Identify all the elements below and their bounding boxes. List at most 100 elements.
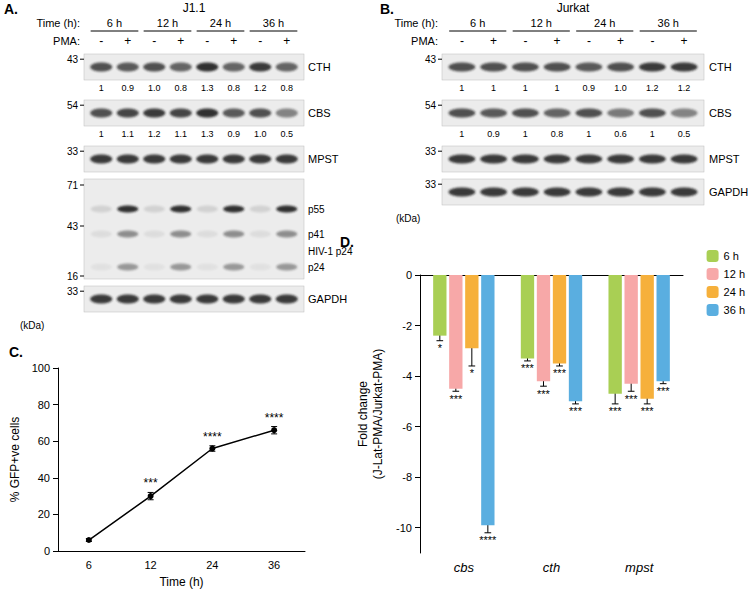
svg-text:1.2: 1.2 (148, 129, 161, 139)
svg-text:***: *** (569, 405, 583, 417)
svg-text:40: 40 (38, 472, 50, 484)
svg-text:20: 20 (38, 508, 50, 520)
svg-text:0.9: 0.9 (583, 83, 596, 93)
svg-text:B.: B. (380, 1, 394, 17)
svg-text:36 h: 36 h (724, 304, 745, 316)
svg-text:12 h: 12 h (157, 17, 178, 29)
svg-text:1.2: 1.2 (254, 83, 267, 93)
svg-text:54: 54 (425, 100, 437, 111)
svg-text:0.8: 0.8 (227, 83, 240, 93)
svg-text:-4: -4 (402, 370, 412, 382)
svg-text:12 h: 12 h (531, 17, 552, 29)
svg-text:1.0: 1.0 (148, 83, 161, 93)
svg-text:1: 1 (459, 83, 464, 93)
svg-text:16: 16 (67, 271, 79, 282)
svg-text:0: 0 (406, 269, 412, 281)
svg-text:24: 24 (206, 559, 218, 571)
svg-text:p24: p24 (308, 262, 325, 273)
svg-text:36: 36 (268, 559, 280, 571)
svg-text:Time (h): Time (h) (159, 575, 203, 589)
svg-text:36 h: 36 h (263, 17, 284, 29)
svg-text:***: *** (449, 393, 463, 405)
svg-text:(kDa): (kDa) (396, 213, 420, 224)
svg-text:1.2: 1.2 (678, 83, 691, 93)
svg-text:Time (h):: Time (h): (36, 17, 80, 29)
svg-text:80: 80 (38, 399, 50, 411)
svg-text:p55: p55 (308, 204, 325, 215)
svg-text:***: *** (521, 362, 535, 374)
svg-text:*: * (438, 342, 443, 354)
svg-text:0.8: 0.8 (174, 83, 187, 93)
svg-text:CBS: CBS (308, 107, 331, 119)
svg-text:-: - (460, 34, 464, 48)
svg-text:-: - (152, 34, 156, 48)
svg-text:1: 1 (523, 129, 528, 139)
svg-text:***: *** (657, 385, 671, 397)
svg-text:1: 1 (523, 83, 528, 93)
svg-text:0.9: 0.9 (487, 129, 500, 139)
svg-text:6: 6 (86, 559, 92, 571)
svg-text:1.1: 1.1 (121, 129, 134, 139)
svg-text:33: 33 (67, 286, 79, 297)
svg-text:CTH: CTH (308, 61, 331, 73)
svg-text:1.3: 1.3 (201, 83, 214, 93)
svg-text:CTH: CTH (709, 61, 732, 73)
svg-text:6 h: 6 h (107, 17, 122, 29)
svg-text:PMA:: PMA: (411, 35, 438, 47)
svg-text:GAPDH: GAPDH (709, 186, 748, 198)
svg-text:J1.1: J1.1 (183, 1, 206, 15)
svg-text:-: - (99, 34, 103, 48)
svg-text:1.2: 1.2 (646, 83, 659, 93)
svg-text:43: 43 (67, 221, 79, 232)
svg-text:1: 1 (99, 83, 104, 93)
svg-text:0: 0 (44, 545, 50, 557)
svg-text:Jurkat: Jurkat (557, 1, 590, 15)
svg-text:24 h: 24 h (724, 286, 745, 298)
svg-text:MPST: MPST (308, 153, 339, 165)
svg-text:****: **** (479, 534, 497, 546)
svg-text:D.: D. (340, 234, 354, 250)
svg-text:+: + (681, 34, 688, 48)
svg-text:1: 1 (491, 83, 496, 93)
svg-text:MPST: MPST (709, 153, 740, 165)
svg-text:-: - (587, 34, 591, 48)
svg-text:-: - (205, 34, 209, 48)
svg-text:***: *** (641, 405, 655, 417)
svg-text:cbs: cbs (454, 560, 475, 575)
svg-text:0.6: 0.6 (614, 129, 627, 139)
svg-text:24 h: 24 h (210, 17, 231, 29)
svg-text:71: 71 (67, 180, 79, 191)
svg-text:-10: -10 (396, 522, 412, 534)
svg-text:-2: -2 (402, 320, 412, 332)
svg-text:Time (h):: Time (h): (394, 17, 438, 29)
svg-text:1.1: 1.1 (174, 129, 187, 139)
svg-text:-: - (258, 34, 262, 48)
svg-text:0.8: 0.8 (280, 83, 293, 93)
svg-text:+: + (124, 34, 131, 48)
svg-text:6 h: 6 h (724, 250, 739, 262)
svg-text:24 h: 24 h (594, 17, 615, 29)
svg-text:0.5: 0.5 (678, 129, 691, 139)
svg-text:mpst: mpst (625, 560, 655, 575)
svg-text:% GFP+ve cells: % GFP+ve cells (8, 417, 22, 503)
svg-text:12: 12 (145, 559, 157, 571)
svg-text:1.0: 1.0 (614, 83, 627, 93)
svg-text:GAPDH: GAPDH (308, 293, 347, 305)
svg-text:-6: -6 (402, 421, 412, 433)
svg-text:***: *** (144, 476, 158, 490)
svg-text:36 h: 36 h (658, 17, 679, 29)
svg-text:0.9: 0.9 (227, 129, 240, 139)
svg-text:(J-Lat-PMA/Jurkat-PMA): (J-Lat-PMA/Jurkat-PMA) (371, 349, 385, 480)
svg-text:(kDa): (kDa) (20, 320, 44, 331)
svg-text:0.9: 0.9 (121, 83, 134, 93)
svg-text:1: 1 (555, 83, 560, 93)
svg-text:p41: p41 (308, 229, 325, 240)
svg-text:***: *** (537, 388, 551, 400)
svg-text:+: + (177, 34, 184, 48)
svg-text:+: + (283, 34, 290, 48)
svg-text:33: 33 (425, 146, 437, 157)
svg-text:1: 1 (99, 129, 104, 139)
svg-text:12 h: 12 h (724, 268, 745, 280)
svg-text:100: 100 (32, 362, 50, 374)
svg-text:CBS: CBS (709, 107, 732, 119)
